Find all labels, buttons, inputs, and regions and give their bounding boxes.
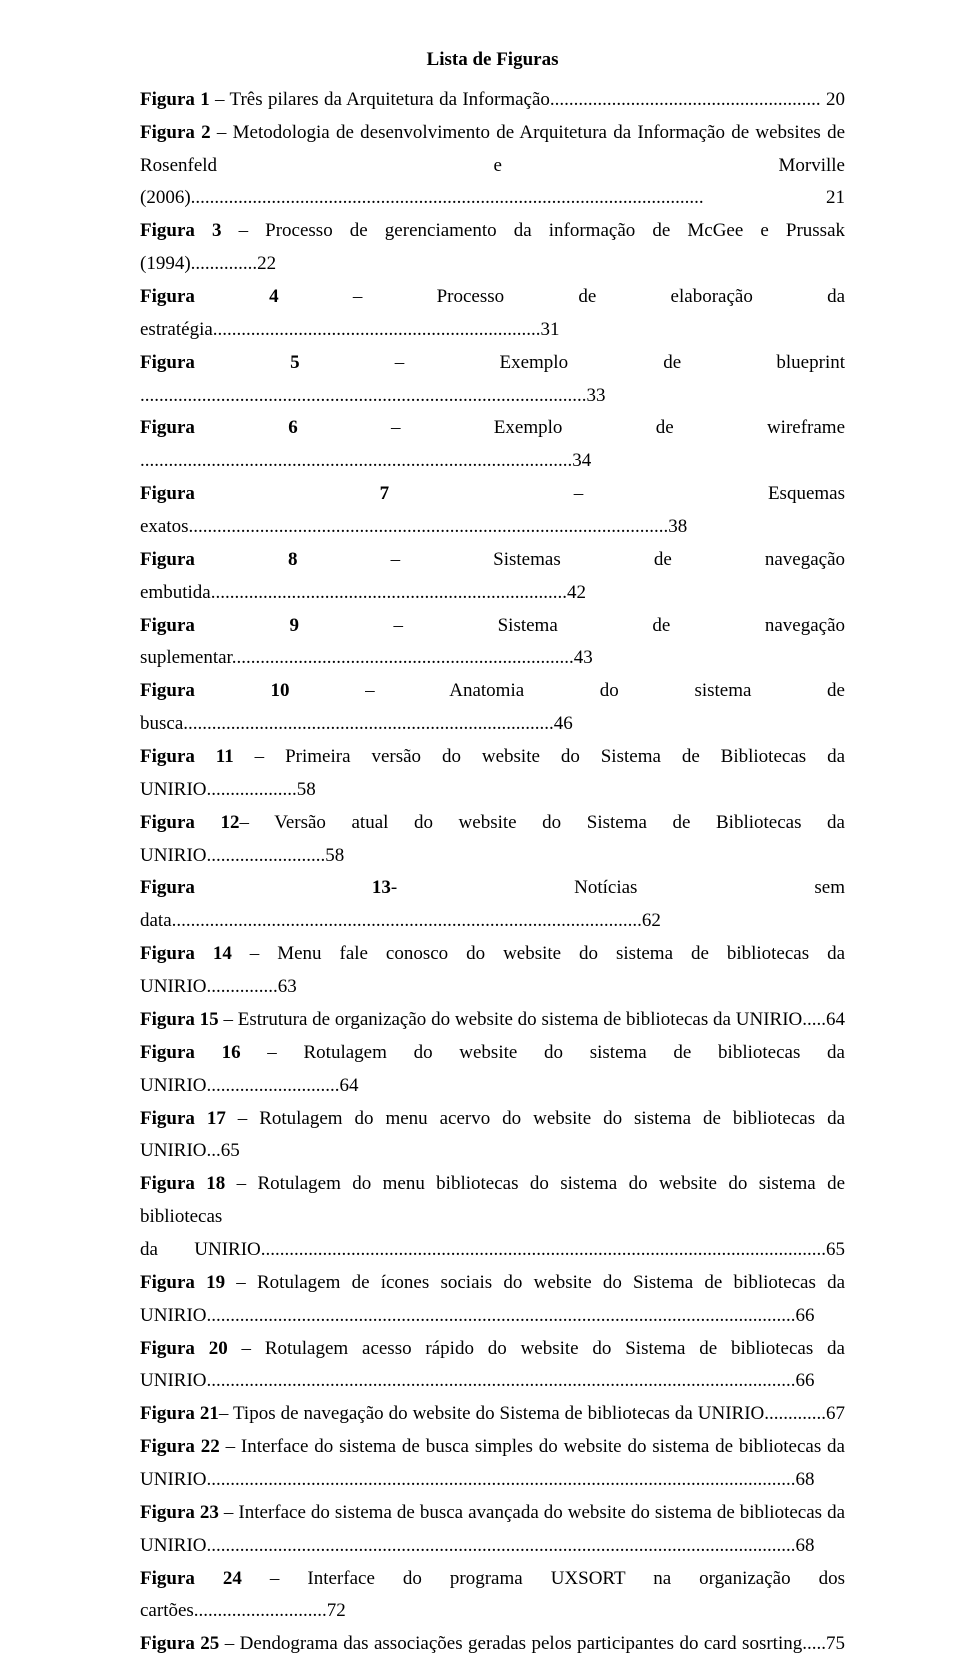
figure-label: Figura 24 <box>140 1568 242 1589</box>
figure-label: Figura 22 <box>140 1436 220 1457</box>
figure-entry-cont: Rosenfeld e Morville (2006).............… <box>140 150 845 216</box>
figure-label: Figura 19 <box>140 1272 225 1293</box>
figure-entry: Figura 6 – Exemplo de wireframe ........… <box>140 412 845 478</box>
figure-label: Figura 14 <box>140 943 232 964</box>
figure-entry: Figura 10 – Anatomia do sistema de busca… <box>140 675 845 741</box>
figure-label: Figura 16 <box>140 1042 241 1063</box>
page: Lista de Figuras Figura 1 – Três pilares… <box>0 0 960 1438</box>
figure-entry: Figura 7 – Esquemas exatos..............… <box>140 478 845 544</box>
figure-desc: – Rotulagem acesso rápido do website do … <box>228 1338 845 1359</box>
figure-entry: Figura 20 – Rotulagem acesso rápido do w… <box>140 1333 845 1366</box>
figure-desc: – Processo de gerenciamento da informaçã… <box>140 220 845 274</box>
figure-entry: Figura 1 – Três pilares da Arquitetura d… <box>140 84 845 117</box>
figure-entry: Figura 19 – Rotulagem de ícones sociais … <box>140 1267 845 1300</box>
figure-label: Figura 21 <box>140 1403 219 1424</box>
figure-label: Figura 8 <box>140 549 297 570</box>
figure-label: Figura 12 <box>140 812 239 833</box>
figure-entry: Figura 14 – Menu fale conosco do website… <box>140 938 845 1004</box>
figure-entry-cont: UNIRIO..................................… <box>140 1464 845 1497</box>
figure-entry: Figura 4 – Processo de elaboração da est… <box>140 281 845 347</box>
figure-desc: – Interface do sistema de busca simples … <box>220 1436 845 1457</box>
figure-label: Figura 17 <box>140 1108 226 1129</box>
figure-entry: Figura 3 – Processo de gerenciamento da … <box>140 215 845 281</box>
figure-label: Figura 25 <box>140 1633 219 1654</box>
figure-entry: Figura 25 – Dendograma das associações g… <box>140 1628 845 1661</box>
figure-label: Figura 11 <box>140 746 234 767</box>
figure-label: Figura 20 <box>140 1338 228 1359</box>
figure-label: Figura 6 <box>140 417 298 438</box>
figure-entry: Figura 5 – Exemplo de blueprint ........… <box>140 347 845 413</box>
figure-entry-cont: UNIRIO..................................… <box>140 1530 845 1563</box>
figure-desc: – Metodologia de desenvolvimento de Arqu… <box>211 122 845 143</box>
figure-desc: – Estrutura de organização do website do… <box>219 1009 845 1030</box>
figure-label: Figura 5 <box>140 352 300 373</box>
figure-label: Figura 10 <box>140 680 290 701</box>
figure-desc: – Versão atual do website do Sistema de … <box>140 812 845 866</box>
figure-entry: Figura 15 – Estrutura de organização do … <box>140 1004 845 1037</box>
figure-entry: Figura 2 – Metodologia de desenvolviment… <box>140 117 845 150</box>
figure-desc: – Dendograma das associações geradas pel… <box>219 1633 845 1654</box>
figure-entry: Figura 16 – Rotulagem do website do sist… <box>140 1037 845 1103</box>
figure-desc: – Tipos de navegação do website do Siste… <box>219 1403 845 1424</box>
figure-entry: Figura 9 – Sistema de navegação suplemen… <box>140 610 845 676</box>
figure-label: Figura 7 <box>140 483 389 504</box>
figure-list: Figura 1 – Três pilares da Arquitetura d… <box>140 84 845 1661</box>
figure-entry: Figura 22 – Interface do sistema de busc… <box>140 1431 845 1464</box>
figure-desc: – Interface do sistema de busca avançada… <box>219 1502 845 1523</box>
list-title: Lista de Figuras <box>140 44 845 77</box>
figure-entry: Figura 17 – Rotulagem do menu acervo do … <box>140 1103 845 1169</box>
figure-desc: – Três pilares da Arquitetura da Informa… <box>210 89 845 110</box>
figure-entry-cont: UNIRIO..................................… <box>140 1300 845 1333</box>
figure-label: Figura 1 <box>140 89 210 110</box>
figure-entry: Figura 11 – Primeira versão do website d… <box>140 741 845 807</box>
figure-entry-cont: UNIRIO..................................… <box>140 1365 845 1398</box>
figure-label: Figura 23 <box>140 1502 219 1523</box>
figure-label: Figura 15 <box>140 1009 219 1030</box>
figure-desc: – Rotulagem do menu acervo do website do… <box>140 1108 845 1162</box>
figure-desc: – Primeira versão do website do Sistema … <box>140 746 845 800</box>
figure-label: Figura 4 <box>140 286 279 307</box>
figure-label: Figura 2 <box>140 122 211 143</box>
figure-entry: Figura 8 – Sistemas de navegação embutid… <box>140 544 845 610</box>
figure-entry-cont: da UNIRIO...............................… <box>140 1234 845 1267</box>
figure-desc: – Menu fale conosco do website do sistem… <box>140 943 845 997</box>
figure-entry: Figura 12– Versão atual do website do Si… <box>140 807 845 873</box>
figure-entry: Figura 18 – Rotulagem do menu biblioteca… <box>140 1168 845 1234</box>
figure-label: Figura 9 <box>140 615 299 636</box>
figure-desc: – Rotulagem de ícones sociais do website… <box>225 1272 845 1293</box>
figure-desc: – Interface do programa UXSORT na organi… <box>140 1568 845 1622</box>
figure-desc: – Rotulagem do menu bibliotecas do siste… <box>140 1173 845 1227</box>
figure-entry: Figura 24 – Interface do programa UXSORT… <box>140 1563 845 1629</box>
figure-label: Figura 13 <box>140 877 391 898</box>
figure-desc: – Rotulagem do website do sistema de bib… <box>140 1042 845 1096</box>
figure-label: Figura 3 <box>140 220 221 241</box>
figure-entry: Figura 23 – Interface do sistema de busc… <box>140 1497 845 1530</box>
figure-label: Figura 18 <box>140 1173 225 1194</box>
figure-entry: Figura 13- Notícias sem data............… <box>140 872 845 938</box>
figure-entry: Figura 21– Tipos de navegação do website… <box>140 1398 845 1431</box>
